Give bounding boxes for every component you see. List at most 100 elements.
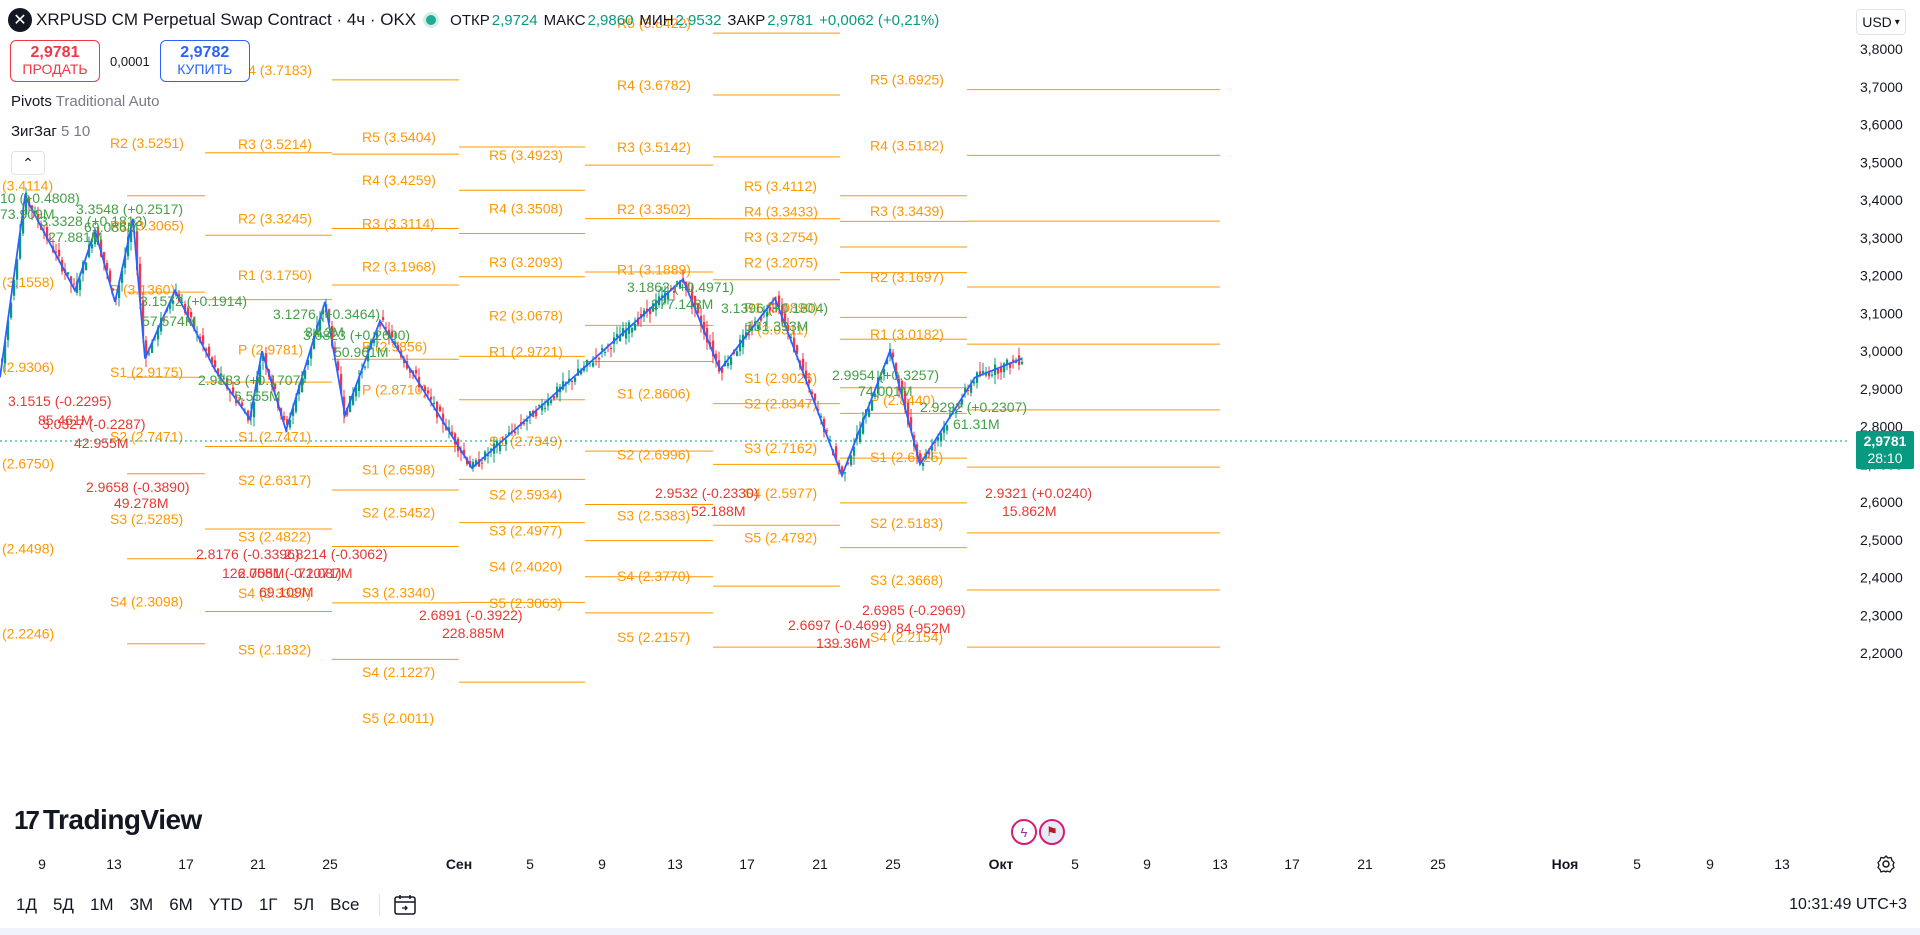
candle-body: [442, 413, 445, 425]
pivot-level-label: R4 (3.6782): [617, 77, 691, 93]
range-1m-button[interactable]: 1М: [89, 895, 114, 914]
candle-body: [835, 446, 838, 460]
candle-body: [67, 272, 70, 275]
candle-body: [340, 374, 343, 394]
low-value: 2,9532: [675, 11, 722, 29]
candle-body: [439, 406, 442, 412]
zigzag-label-up: 3.0823 (+0.2600): [303, 327, 410, 343]
range-5d-button[interactable]: 5Д: [52, 895, 74, 914]
current-price-value: 2,9781: [1863, 433, 1907, 449]
candle-body: [19, 233, 22, 259]
range-1y-button[interactable]: 1Г: [258, 895, 278, 914]
clock-timezone[interactable]: 10:31:49 UTC+3: [1789, 896, 1907, 913]
pivot-level-label: R3 (3.2754): [744, 229, 818, 245]
candle-body: [796, 345, 799, 354]
candle-body: [760, 316, 763, 321]
candle-body: [697, 304, 700, 314]
candle-body: [265, 353, 268, 369]
range-ytd-button[interactable]: YTD: [208, 895, 243, 914]
candle-body: [130, 225, 133, 242]
candle-body: [712, 340, 715, 357]
candle-body: [730, 357, 733, 365]
sell-button[interactable]: 2,9781 ПРОДАТЬ: [10, 40, 100, 82]
candle-body: [388, 329, 391, 338]
time-axis-label: 9: [598, 856, 606, 872]
candle-body: [910, 417, 913, 431]
candle-body: [871, 400, 874, 411]
symbol-title[interactable]: XRPUSD CM Perpetual Swap Contract · 4ч ·…: [36, 10, 417, 29]
candle-body: [988, 372, 991, 377]
candle-body: [769, 306, 772, 311]
candle-body: [553, 396, 556, 399]
candle-body: [721, 367, 724, 373]
us-flag-event-icon[interactable]: ⚑: [1039, 819, 1065, 845]
indicator-pivots[interactable]: Pivots Traditional Auto: [11, 93, 159, 110]
currency-selector[interactable]: USD ▾: [1856, 9, 1906, 35]
candle-body: [286, 419, 289, 426]
time-axis-label: 17: [739, 856, 755, 872]
candle-body: [667, 291, 670, 300]
time-axis-label: 17: [178, 856, 194, 872]
zigzag-label-up: 69.086M: [84, 219, 138, 235]
candle-body: [823, 418, 826, 433]
pivot-level-label: R1 (2.9721): [489, 344, 563, 360]
candle-body: [190, 311, 193, 318]
pivot-level-label: S2 (2.5452): [362, 505, 435, 521]
range-1d-button[interactable]: 1Д: [16, 895, 37, 914]
candle-body: [112, 288, 115, 291]
candle-body: [967, 390, 970, 392]
candle-body: [784, 313, 787, 325]
time-axis-label: 21: [812, 856, 828, 872]
buy-price: 2,9782: [180, 44, 230, 61]
zigzag-label-down: 2.8214 (-0.3062): [284, 546, 388, 562]
zigzag-label-up: 3.1276 (+0.3464): [273, 306, 380, 322]
price-axis-label: 3,1000: [1860, 305, 1903, 321]
range-6m-button[interactable]: 6М: [169, 895, 193, 914]
go-to-date-button[interactable]: [390, 890, 420, 920]
footer-strip: [0, 928, 1920, 935]
candle-body: [103, 251, 106, 264]
range-all-button[interactable]: Все: [330, 895, 360, 914]
candle-body: [391, 331, 394, 338]
toolbar-divider: [379, 894, 381, 916]
collapse-indicators-button[interactable]: ⌃: [11, 151, 45, 175]
candle-body: [379, 323, 382, 327]
candle-body: [148, 353, 151, 355]
pivot-level-label: S1 (2.7471): [238, 428, 311, 444]
candle-body: [253, 401, 256, 418]
zigzag-label-down: 15.862M: [1002, 503, 1056, 519]
indicator-zigzag[interactable]: ЗигЗаг 5 10: [11, 123, 90, 140]
candle-body: [580, 370, 583, 375]
candle-body: [160, 317, 163, 332]
xrp-icon[interactable]: ✕: [8, 8, 32, 32]
candle-body: [382, 317, 385, 321]
candle-body: [922, 463, 925, 467]
candle-body: [118, 284, 121, 298]
pivot-level-label: P (2.8710): [362, 382, 427, 398]
sell-price: 2,9781: [30, 44, 80, 61]
candle-body: [868, 409, 871, 417]
low-key: МИН: [639, 11, 674, 29]
candle-body: [337, 361, 340, 371]
zigzag-label-down: 52.188M: [691, 503, 745, 519]
pivot-level-label: R2 (3.2075): [744, 255, 818, 271]
chart-canvas[interactable]: R4 (3.7183) R3 (3.5214) R2 (3.3245) R1 (3.1…: [0, 0, 1920, 880]
candle-body: [934, 441, 937, 443]
buy-button[interactable]: 2,9782 КУПИТЬ: [159, 40, 250, 82]
candle-body: [427, 390, 430, 394]
time-axis-label: Ноя: [1552, 856, 1579, 872]
candle-body: [214, 360, 217, 368]
zigzag-label-down: 69.109M: [259, 584, 313, 600]
tradingview-logo[interactable]: 17 TradingView: [14, 804, 202, 836]
candle-body: [79, 279, 82, 290]
range-5y-button[interactable]: 5Л: [293, 895, 315, 914]
time-axis-label: 25: [322, 856, 338, 872]
candle-body: [463, 449, 466, 456]
candle-body: [844, 472, 847, 474]
range-3m-button[interactable]: 3М: [129, 895, 154, 914]
pivot-level-label: (2.6750): [2, 456, 54, 472]
candle-body: [541, 404, 544, 411]
lightning-event-icon[interactable]: ϟ: [1011, 819, 1037, 845]
candle-body: [877, 377, 880, 394]
settings-gear-icon[interactable]: [1876, 854, 1896, 874]
